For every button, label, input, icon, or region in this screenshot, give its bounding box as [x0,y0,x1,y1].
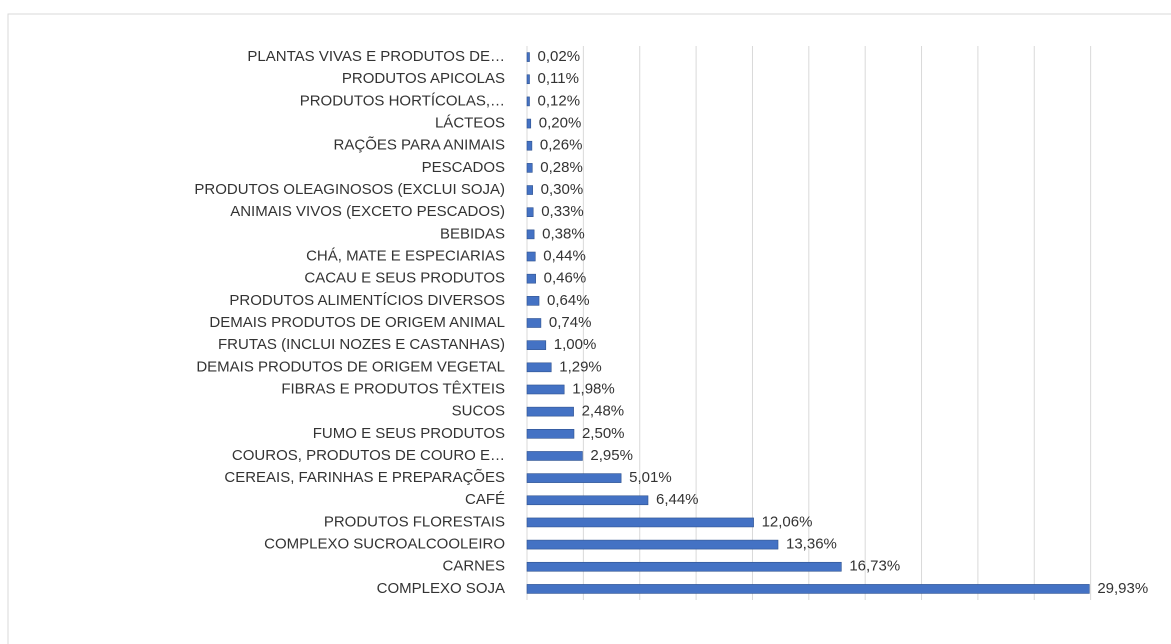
category-label: DEMAIS PRODUTOS DE ORIGEM ANIMAL [209,314,505,331]
category-label: CACAU E SEUS PRODUTOS [304,270,505,287]
value-label: 16,73% [849,558,900,575]
category-label: DEMAIS PRODUTOS DE ORIGEM VEGETAL [196,358,505,375]
bar [526,207,534,217]
value-label: 6,44% [656,491,699,508]
bar [526,584,1090,594]
bar [526,406,574,417]
bar [526,251,536,262]
bar [526,273,536,284]
bar [526,561,842,572]
value-label: 0,28% [540,159,583,176]
value-label: 0,33% [541,203,584,220]
category-label: CEREAIS, FARINHAS E PREPARAÇÕES [224,469,505,486]
value-label: 0,46% [544,270,587,287]
category-label: PRODUTOS HORTÍCOLAS,… [300,92,505,109]
bar [526,74,530,85]
value-label: 2,50% [582,425,625,442]
category-label: PRODUTOS APICOLAS [342,70,505,87]
bar [526,118,532,129]
category-label: FRUTAS (INCLUI NOZES E CASTANHAS) [218,336,505,353]
bar [526,96,530,107]
value-label: 0,26% [540,137,583,154]
category-label: CARNES [442,558,505,575]
value-label: 0,44% [543,247,586,264]
bar [526,384,565,395]
value-label: 1,00% [554,336,597,353]
category-label: ANIMAIS VIVOS (EXCETO PESCADOS) [230,203,505,220]
value-label: 0,64% [547,292,590,309]
category-label: LÁCTEOS [435,115,505,132]
value-label: 5,01% [629,469,672,486]
value-label: 2,95% [590,447,633,464]
bar [526,451,583,461]
value-label: 13,36% [786,536,837,553]
value-label: 0,20% [539,115,582,132]
value-label: 0,12% [538,92,581,109]
value-label: 1,98% [572,380,615,397]
bar [526,539,779,550]
category-label: PRODUTOS FLORESTAIS [324,513,505,530]
category-label: CAFÉ [465,491,505,508]
category-label: COUROS, PRODUTOS DE COURO E… [232,447,505,464]
bar [526,318,542,328]
value-label: 0,38% [542,225,585,242]
value-label: 12,06% [762,513,813,530]
category-label: FUMO E SEUS PRODUTOS [313,425,505,442]
category-label: BEBIDAS [440,225,505,242]
value-label: 1,29% [559,358,602,375]
category-label: SUCOS [452,403,505,420]
bar [526,52,530,62]
value-label: 29,93% [1097,580,1148,597]
category-label: CHÁ, MATE E ESPECIARIAS [306,247,505,264]
category-label: FIBRAS E PRODUTOS TÊXTEIS [281,380,505,397]
category-label: PRODUTOS OLEAGINOSOS (EXCLUI SOJA) [194,181,505,198]
category-label: PLANTAS VIVAS E PRODUTOS DE… [247,48,505,65]
value-label: 0,02% [538,48,581,65]
category-label: RAÇÕES PARA ANIMAIS [334,137,505,154]
bar [526,495,649,506]
category-label: PESCADOS [422,159,505,176]
value-label: 0,30% [541,181,584,198]
category-label: COMPLEXO SOJA [377,580,505,597]
value-label: 2,48% [582,403,625,420]
bar [526,517,754,528]
bar [526,140,533,151]
value-label: 0,11% [538,70,579,87]
bar [526,185,533,195]
chart-frame [7,13,1171,644]
category-label: PRODUTOS ALIMENTÍCIOS DIVERSOS [229,292,505,309]
bar [526,163,533,173]
bar [526,340,547,350]
category-label: COMPLEXO SUCROALCOOLEIRO [264,536,505,553]
value-label: 0,74% [549,314,592,331]
bar [526,473,622,483]
bar [526,229,535,240]
bar [526,296,540,306]
bar [526,362,552,373]
bar [526,428,575,439]
